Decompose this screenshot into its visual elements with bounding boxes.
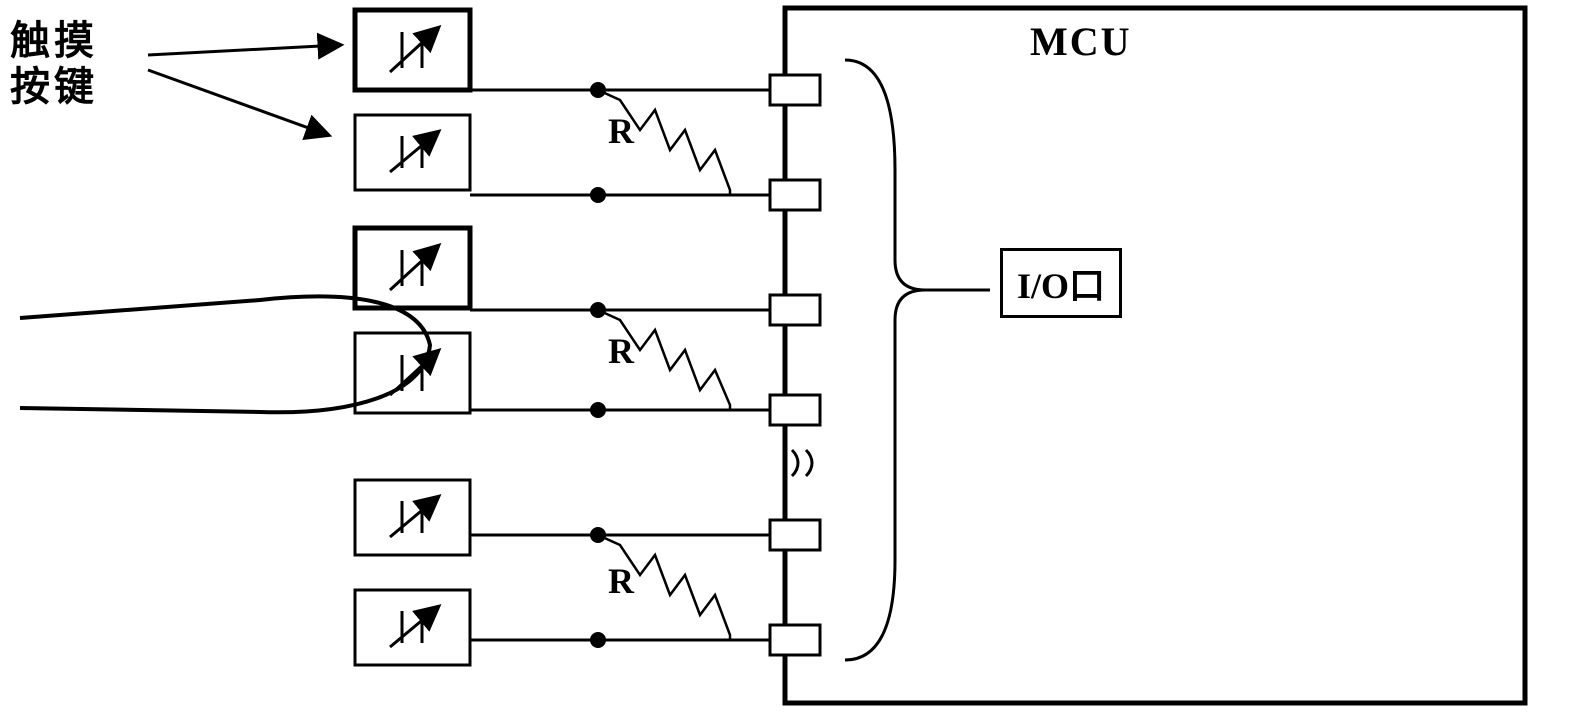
touch-key-2 (355, 115, 470, 190)
node-4 (590, 402, 606, 418)
node-6 (590, 632, 606, 648)
break-mark (792, 450, 812, 476)
io-brace (845, 60, 925, 660)
label-arrow-2 (148, 70, 328, 135)
mcu-pin-3 (770, 295, 820, 325)
resistor-2 (598, 310, 730, 410)
mcu-pin-4 (770, 395, 820, 425)
mcu-pin-2 (770, 180, 820, 210)
diagram-canvas: 触摸 按键 MCU I/O口 R R R (0, 0, 1571, 712)
mcu-pin-5 (770, 520, 820, 550)
touch-key-5 (355, 480, 470, 555)
resistor-3 (598, 535, 730, 640)
touch-key-1 (355, 10, 470, 90)
label-arrow-1 (148, 45, 340, 55)
circuit-svg (0, 0, 1571, 712)
mcu-pin-1 (770, 75, 820, 105)
touch-key-6 (355, 590, 470, 665)
finger-outline (20, 296, 430, 412)
resistor-1 (598, 90, 730, 195)
node-2 (590, 187, 606, 203)
mcu-pin-6 (770, 625, 820, 655)
touch-key-3 (355, 228, 470, 308)
